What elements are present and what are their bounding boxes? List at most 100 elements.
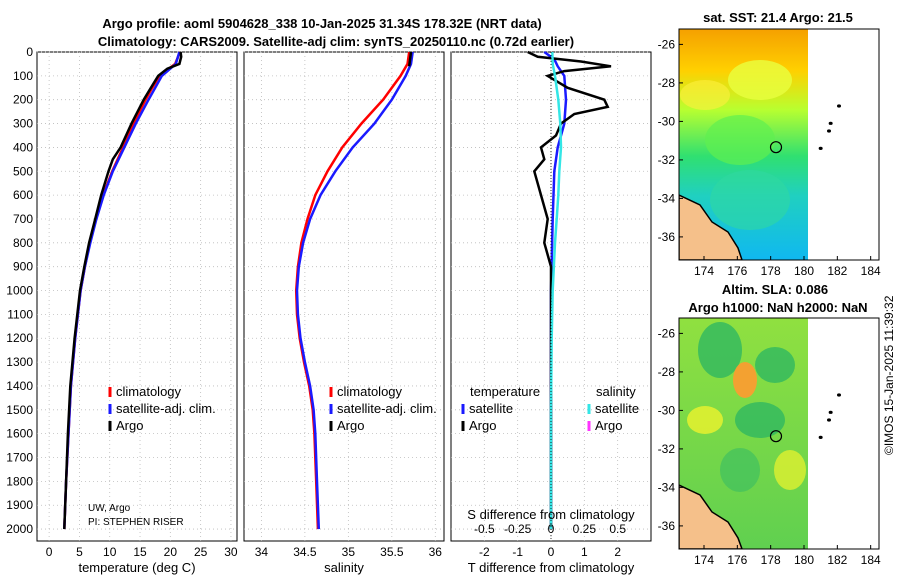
map-x-tick-label: 174 — [694, 264, 714, 278]
map-x-tick-label: 178 — [761, 264, 781, 278]
pi-text: PI: STEPHEN RISER — [88, 517, 184, 528]
map-x-tick-label: 180 — [794, 553, 814, 567]
map-x-tick-label: 174 — [694, 553, 714, 567]
map-y-tick-label: -26 — [658, 326, 676, 340]
map-y-tick-label: -28 — [658, 365, 676, 379]
legend-label: Argo — [337, 418, 364, 433]
y-tick-label: 1100 — [7, 307, 33, 321]
s-axis-label: S difference from climatology — [467, 507, 635, 522]
x-tick-label: 1 — [581, 545, 588, 559]
profile-location-marker — [769, 430, 783, 443]
x-tick-label: 0 — [46, 545, 53, 559]
map-y-tick-label: -30 — [658, 114, 676, 128]
x-tick-label: -2 — [479, 545, 490, 559]
x-tick-label: 35 — [342, 545, 356, 559]
y-tick-label: 600 — [13, 188, 33, 202]
s-tick-label: 0.5 — [609, 522, 626, 536]
plot-area — [36, 51, 238, 542]
coastline — [679, 484, 743, 549]
legend-title: salinity — [596, 384, 636, 399]
sla-map-title: Altim. SLA: 0.086 — [722, 282, 828, 297]
x-tick-label: 34.5 — [293, 545, 317, 559]
map-y-tick-label: -34 — [658, 480, 676, 494]
sst-map-frame — [678, 28, 880, 261]
map-y-tick-label: -30 — [658, 403, 676, 417]
salinity-panel: 34 34.5 35 35.5 36 salinity climatology satelli… — [243, 51, 445, 575]
map-x-tick-label: 184 — [861, 264, 881, 278]
s-tick-label: 0.25 — [573, 522, 597, 536]
x-axis-label: T difference from climatology — [468, 560, 635, 575]
x-tick-label: 15 — [133, 545, 147, 559]
island-marker — [837, 104, 841, 108]
x-tick-label: 20 — [164, 545, 178, 559]
y-tick-label: 300 — [13, 117, 33, 131]
island-marker — [828, 410, 833, 414]
imos-timestamp: ©IMOS 15-Jan-2025 11:39:32 — [882, 295, 896, 455]
legend-label: satellite — [469, 401, 513, 416]
legend-label: satellite-adj. clim. — [337, 401, 437, 416]
island-marker — [828, 121, 833, 125]
y-tick-label: 500 — [13, 164, 33, 178]
sla-map: Altim. SLA: 0.086 Argo h1000: NaN h2000:… — [658, 282, 881, 567]
plot-area — [243, 51, 445, 542]
series-line-argo — [63, 51, 183, 530]
y-tick-label: 800 — [13, 236, 33, 250]
map-y-tick-label: -34 — [658, 191, 676, 205]
legend-label: climatology — [337, 384, 403, 399]
island-marker — [837, 393, 841, 397]
sla-map-subtitle: Argo h1000: NaN h2000: NaN — [688, 300, 867, 315]
y-tick-label: 1200 — [6, 331, 33, 345]
difference-panel: -2 -1 0 1 2T difference from climatology S di… — [450, 50, 652, 575]
x-tick-label: -1 — [512, 545, 523, 559]
y-tick-label: 1500 — [6, 403, 33, 417]
x-tick-label: 34 — [255, 545, 269, 559]
legend-label: satellite — [595, 401, 639, 416]
map-x-tick-label: 182 — [827, 264, 847, 278]
y-tick-label: 1600 — [6, 427, 33, 441]
x-tick-label: 30 — [224, 545, 238, 559]
y-tick-label: 1300 — [6, 355, 33, 369]
y-tick-label: 700 — [13, 212, 33, 226]
map-y-tick-label: -26 — [658, 37, 676, 51]
y-tick-label: 1700 — [6, 451, 33, 465]
map-y-tick-label: -36 — [658, 230, 676, 244]
s-tick-label: -0.25 — [504, 522, 532, 536]
map-y-tick-label: -28 — [658, 76, 676, 90]
sst-map: sat. SST: 21.4 Argo: 21.5 174 176 178 180 18… — [658, 10, 881, 278]
island-marker — [818, 435, 823, 439]
legend-label: Argo — [595, 418, 622, 433]
legend-title: temperature — [470, 384, 540, 399]
map-x-tick-label: 176 — [727, 553, 747, 567]
map-y-tick-label: -32 — [658, 442, 676, 456]
y-tick-label: 100 — [13, 69, 33, 83]
map-x-tick-label: 182 — [827, 553, 847, 567]
legend-label: satellite-adj. clim. — [116, 401, 216, 416]
legend-label: climatology — [116, 384, 182, 399]
map-x-tick-label: 184 — [861, 553, 881, 567]
map-x-tick-label: 178 — [761, 553, 781, 567]
s-tick-label: -0.5 — [474, 522, 495, 536]
y-tick-label: 400 — [13, 140, 33, 154]
y-tick-label: 2000 — [6, 522, 33, 536]
y-tick-label: 1900 — [6, 498, 33, 512]
y-tick-label: 200 — [13, 93, 33, 107]
x-tick-label: 5 — [76, 545, 83, 559]
sla-map-frame — [678, 317, 880, 550]
figure-title-line1: Argo profile: aoml 5904628_338 10-Jan-20… — [102, 16, 541, 31]
x-tick-label: 0 — [548, 545, 555, 559]
x-tick-label: 2 — [614, 545, 621, 559]
y-tick-label: 1800 — [6, 474, 33, 488]
series-line-satellite-adj-clim- — [295, 51, 414, 530]
credit-text: UW, Argo — [88, 503, 131, 514]
profile-location-marker — [769, 141, 783, 154]
s-tick-label: 0 — [548, 522, 555, 536]
x-axis-label: temperature (deg C) — [78, 560, 195, 575]
island-marker — [827, 129, 831, 133]
temperature-panel: 0100200300400500600700800900100011001200… — [6, 45, 238, 575]
legend-label: Argo — [469, 418, 496, 433]
x-tick-label: 35.5 — [380, 545, 404, 559]
y-tick-label: 1400 — [6, 379, 33, 393]
legend-label: Argo — [116, 418, 143, 433]
y-tick-label: 0 — [26, 45, 33, 59]
